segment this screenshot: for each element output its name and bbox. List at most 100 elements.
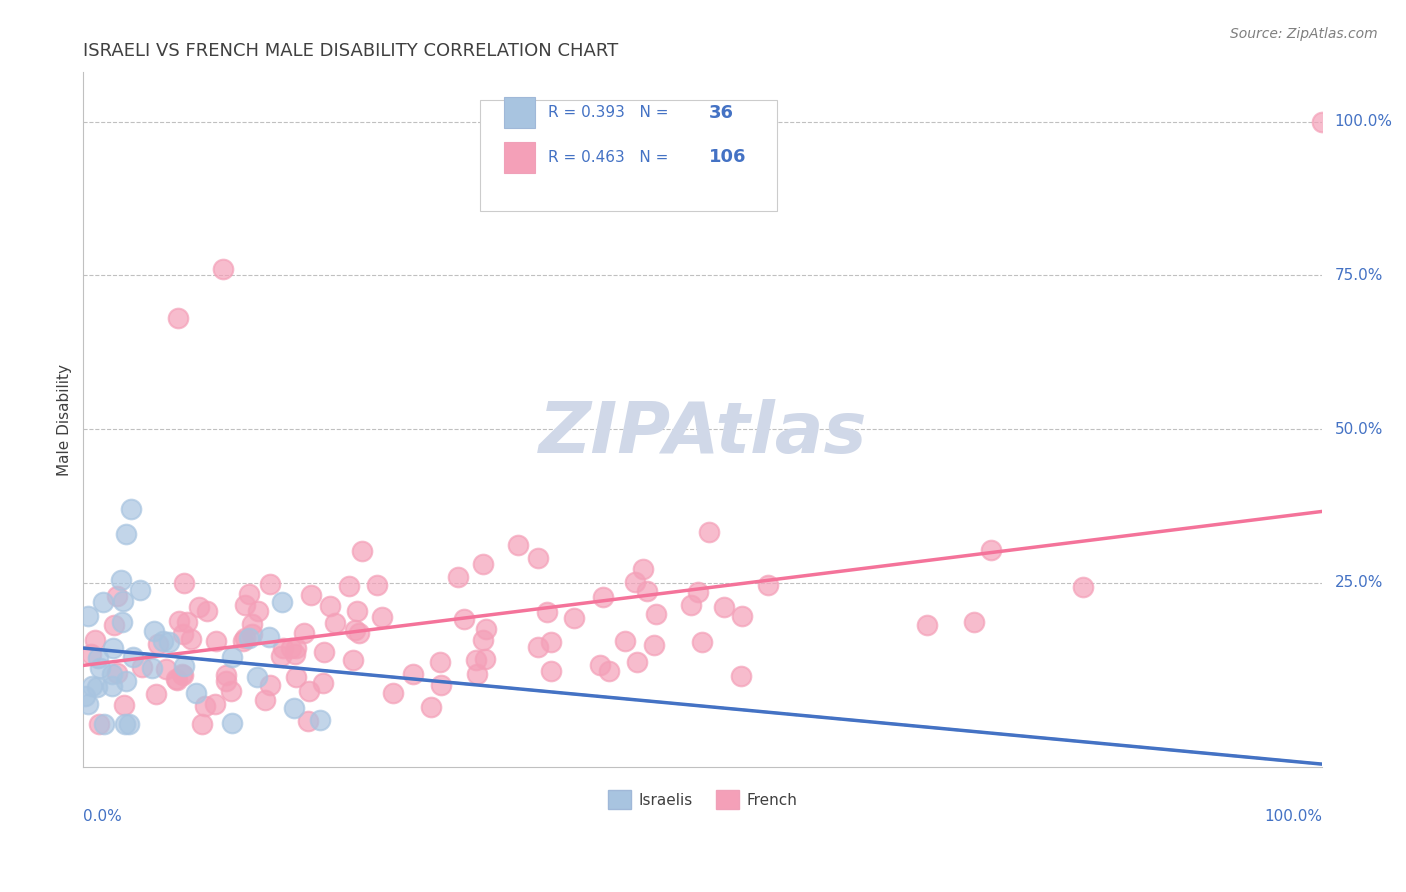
Point (221, 650, 243, 665)
Point (420, 700, 443, 714)
Point (221, 716, 243, 731)
Point (314, 644, 336, 658)
Point (308, 713, 330, 727)
Text: R = 0.393   N =: R = 0.393 N = (548, 105, 673, 120)
Point (633, 562, 655, 576)
Text: R = 0.463   N =: R = 0.463 N = (548, 150, 673, 165)
Point (253, 693, 276, 707)
Point (536, 605, 558, 619)
Point (76, 697, 98, 711)
Point (82, 679, 104, 693)
Point (686, 585, 709, 599)
Point (246, 670, 269, 684)
Point (592, 591, 614, 605)
Point (474, 651, 496, 665)
Point (118, 717, 141, 731)
Point (93, 717, 115, 731)
Point (297, 714, 319, 729)
Point (204, 634, 226, 648)
Point (101, 667, 124, 681)
Point (730, 669, 752, 683)
Point (172, 667, 194, 681)
FancyBboxPatch shape (479, 100, 778, 211)
Point (636, 583, 658, 598)
Point (598, 665, 620, 679)
Point (283, 700, 305, 714)
Point (298, 683, 321, 698)
Point (257, 630, 280, 644)
Point (233, 632, 256, 646)
Point (681, 598, 703, 612)
Point (259, 677, 281, 691)
Point (242, 627, 264, 641)
Point (292, 625, 315, 640)
Point (284, 648, 307, 662)
Point (238, 632, 260, 646)
Point (402, 667, 425, 681)
Point (107, 589, 129, 603)
Point (238, 587, 260, 601)
Point (101, 640, 124, 655)
Point (1071, 581, 1094, 595)
Point (240, 617, 263, 632)
Text: 36: 36 (709, 103, 734, 121)
Point (589, 658, 612, 673)
Point (247, 604, 270, 618)
Point (235, 598, 257, 612)
Point (270, 649, 292, 664)
Point (107, 666, 129, 681)
Point (141, 661, 163, 675)
Point (89, 717, 111, 731)
Point (980, 542, 1002, 557)
Text: 75.0%: 75.0% (1334, 268, 1384, 283)
Point (350, 544, 373, 558)
Point (165, 673, 187, 687)
Point (506, 538, 529, 552)
Point (540, 664, 562, 678)
Point (713, 600, 735, 615)
Point (214, 668, 236, 682)
Text: 100.0%: 100.0% (1264, 809, 1322, 824)
Point (562, 611, 585, 625)
Point (526, 640, 548, 655)
Point (963, 615, 986, 629)
Text: 100.0%: 100.0% (1334, 114, 1392, 129)
Point (172, 627, 194, 641)
Point (121, 650, 143, 665)
Point (180, 632, 202, 646)
Point (540, 635, 562, 649)
Text: Source: ZipAtlas.com: Source: ZipAtlas.com (1230, 27, 1378, 41)
Point (166, 673, 188, 687)
Point (173, 659, 195, 673)
Point (447, 570, 470, 584)
Point (319, 599, 342, 613)
Point (342, 653, 364, 667)
Point (465, 653, 488, 667)
Point (273, 640, 295, 655)
Point (1310, 114, 1333, 128)
Point (100, 679, 122, 693)
Point (465, 666, 488, 681)
Point (111, 615, 134, 629)
Point (146, 637, 169, 651)
Point (91, 595, 114, 609)
Point (280, 641, 302, 656)
Point (129, 583, 152, 598)
Point (191, 717, 214, 731)
Point (194, 699, 217, 714)
Text: 106: 106 (709, 148, 747, 166)
Point (643, 638, 665, 652)
Point (172, 666, 194, 681)
Point (471, 633, 494, 648)
Point (77, 609, 100, 624)
Point (184, 686, 207, 700)
Text: 0.0%: 0.0% (83, 809, 122, 824)
Point (152, 634, 174, 648)
Point (84, 632, 107, 647)
Point (430, 678, 453, 692)
Point (346, 604, 368, 618)
Text: ZIPAtlas: ZIPAtlas (538, 400, 868, 468)
Point (145, 687, 167, 701)
Point (690, 635, 713, 649)
Point (429, 655, 451, 669)
